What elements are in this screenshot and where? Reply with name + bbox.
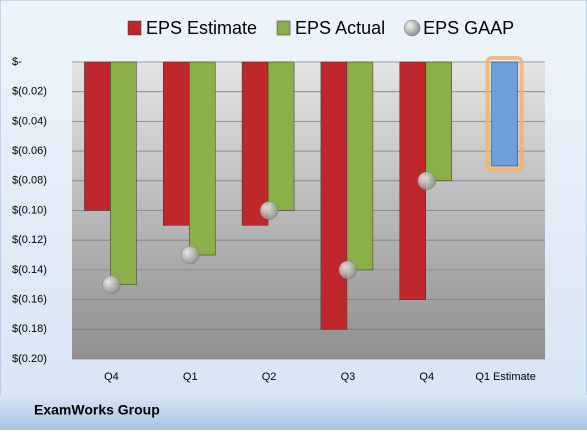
x-tick-label: Q2 — [262, 371, 277, 383]
bar — [110, 61, 137, 285]
point — [338, 260, 358, 280]
x-tick-label: Q3 — [341, 371, 356, 383]
bar — [163, 61, 190, 226]
y-tick-label: $(0.12) — [12, 234, 47, 246]
legend-label: EPS GAAP — [423, 18, 514, 38]
bar — [491, 61, 518, 167]
point — [102, 275, 121, 294]
bar — [346, 61, 374, 271]
y-tick-label: $(0.14) — [12, 264, 47, 276]
y-tick-label: $(0.20) — [12, 353, 47, 365]
legend-marker — [127, 20, 142, 36]
x-tick-label: Q4 — [419, 371, 434, 383]
footer: ExamWorks Group — [34, 402, 160, 418]
y-tick-label: $(0.16) — [12, 294, 47, 306]
y-tick-label: $(0.10) — [12, 204, 47, 216]
x-tick-label: Q4 — [104, 371, 119, 383]
point — [417, 171, 436, 191]
x-tick-label: Q1 Estimate — [475, 371, 536, 383]
legend-label: EPS Estimate — [146, 18, 257, 38]
y-tick-label: $- — [12, 56, 22, 68]
y-tick-label: $(0.02) — [12, 86, 47, 98]
point — [181, 245, 200, 265]
x-tick-label: Q1 — [183, 371, 198, 383]
bar — [189, 61, 216, 256]
y-tick-label: $(0.06) — [12, 145, 47, 157]
y-tick-label: $(0.08) — [12, 175, 47, 187]
footer-band — [0, 395, 587, 430]
bar — [267, 61, 295, 211]
point — [259, 201, 279, 220]
legend-marker — [276, 20, 291, 36]
bar — [241, 61, 269, 226]
highlight — [485, 56, 524, 172]
bar — [84, 61, 111, 211]
y-tick-label: $(0.18) — [12, 323, 47, 335]
y-tick-label: $(0.04) — [12, 115, 47, 127]
bar — [425, 61, 452, 182]
legend-marker — [403, 19, 421, 37]
legend-label: EPS Actual — [295, 18, 385, 38]
bar — [320, 61, 348, 330]
